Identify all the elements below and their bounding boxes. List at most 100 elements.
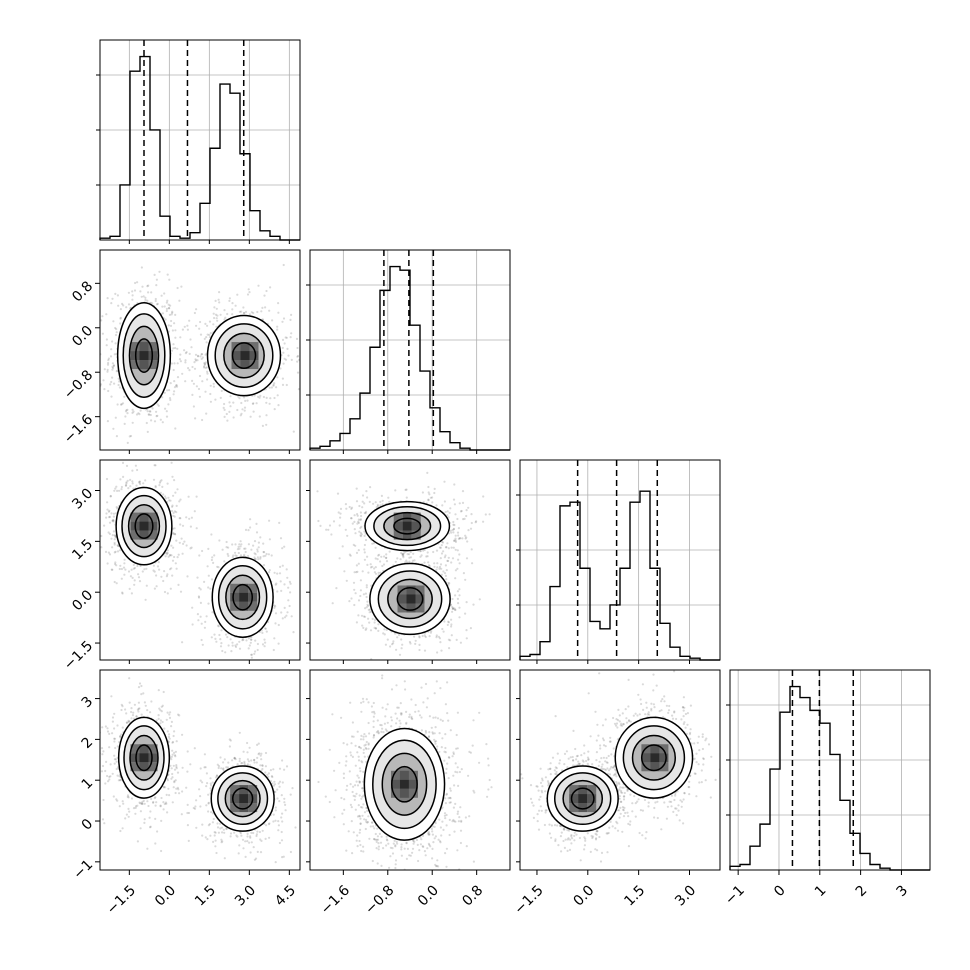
scatter-point (221, 548, 224, 551)
scatter-point (130, 710, 133, 714)
scatter-point (238, 844, 241, 847)
scatter-point (406, 553, 409, 556)
scatter-point (279, 565, 282, 569)
density-cell (249, 342, 259, 352)
scatter-point (139, 290, 142, 293)
scatter-point (169, 304, 172, 307)
scatter-point (110, 348, 113, 351)
contour-line (217, 772, 269, 826)
scatter-point (279, 537, 283, 540)
scatter-point (259, 754, 262, 757)
scatter-point (171, 311, 174, 314)
scatter-point (241, 639, 244, 642)
contour-line (128, 325, 160, 386)
scatter-point (274, 861, 277, 864)
scatter-point (113, 353, 116, 356)
scatter-point (204, 353, 207, 356)
scatter-point (165, 410, 168, 413)
scatter-point (250, 759, 253, 762)
scatter-point (155, 284, 158, 287)
scatter-point (121, 302, 124, 305)
scatter-point (166, 299, 169, 302)
scatter-point (106, 730, 110, 733)
scatter-point (175, 504, 178, 507)
scatter-point (164, 555, 167, 558)
scatter-point (168, 716, 172, 720)
scatter-point (234, 758, 237, 761)
scatter-point (244, 547, 247, 550)
scatter-point (283, 342, 286, 345)
scatter-point (163, 292, 166, 295)
scatter-points (100, 263, 300, 450)
scatter-point (179, 590, 183, 593)
scatter-point (427, 491, 430, 494)
scatter-point (265, 414, 268, 417)
scatter-point (125, 409, 128, 412)
scatter-point (246, 835, 249, 838)
scatter-point (274, 806, 277, 809)
scatter-point (252, 831, 255, 835)
scatter-point (197, 596, 201, 599)
scatter-point (136, 840, 139, 843)
scatter-point (201, 781, 204, 784)
scatter-point (153, 570, 156, 573)
scatter-point (453, 523, 456, 527)
scatter-point (268, 519, 271, 522)
scatter-point (137, 573, 140, 576)
density-cell (230, 583, 240, 593)
scatter-point (257, 753, 260, 756)
scatter-point (134, 281, 137, 285)
scatter-point (174, 336, 177, 339)
scatter-point (156, 403, 159, 406)
scatter-point (170, 567, 173, 570)
scatter-point (103, 524, 106, 527)
scatter-point (140, 802, 143, 805)
scatter-point (278, 780, 282, 783)
scatter-point (124, 708, 127, 711)
contour-line (134, 513, 154, 540)
scatter-point (272, 383, 275, 386)
panel-frame (99, 669, 301, 871)
scatter-point (113, 727, 116, 730)
scatter-point (175, 740, 178, 743)
scatter-point (164, 318, 167, 321)
scatter-point (193, 361, 196, 364)
scatter-point (255, 402, 258, 405)
scatter-point (135, 715, 138, 718)
scatter-point (113, 740, 116, 743)
scatter-point (174, 779, 177, 782)
scatter-point (119, 829, 122, 833)
scatter-point (101, 315, 104, 318)
scatter-point (174, 313, 177, 316)
scatter-point (172, 343, 175, 346)
scatter-point (128, 587, 131, 591)
scatter-point (122, 475, 125, 478)
scatter-point (198, 374, 202, 378)
scatter-point (283, 616, 287, 619)
scatter-point (139, 802, 142, 805)
scatter-point (257, 395, 260, 398)
scatter-point (103, 388, 106, 391)
scatter-point (198, 586, 201, 590)
scatter-point (114, 292, 117, 295)
scatter-point (162, 785, 165, 788)
scatter-point (246, 832, 249, 836)
scatter-point (137, 707, 140, 710)
scatter-point (105, 338, 108, 341)
scatter-point (169, 324, 173, 327)
scatter-point (232, 554, 235, 557)
scatter-point (181, 328, 184, 331)
scatter-point (259, 557, 262, 560)
scatter-point (219, 822, 222, 825)
scatter-point (267, 823, 270, 826)
scatter-point (256, 648, 259, 652)
scatter-point (123, 562, 126, 565)
scatter-point (160, 705, 163, 708)
scatter-point (178, 541, 181, 544)
scatter-point (198, 788, 201, 791)
scatter-point (115, 328, 118, 331)
scatter-point (256, 310, 259, 314)
scatter-point (142, 799, 145, 803)
scatter-point (264, 771, 267, 774)
scatter-point (179, 517, 182, 520)
